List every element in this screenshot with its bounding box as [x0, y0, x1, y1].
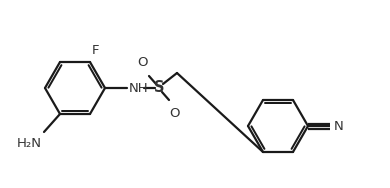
Text: F: F: [92, 44, 99, 57]
Text: O: O: [170, 107, 180, 120]
Text: S: S: [154, 80, 164, 96]
Text: N: N: [334, 120, 344, 133]
Text: H₂N: H₂N: [17, 137, 42, 150]
Text: O: O: [138, 56, 148, 69]
Text: NH: NH: [129, 83, 149, 96]
